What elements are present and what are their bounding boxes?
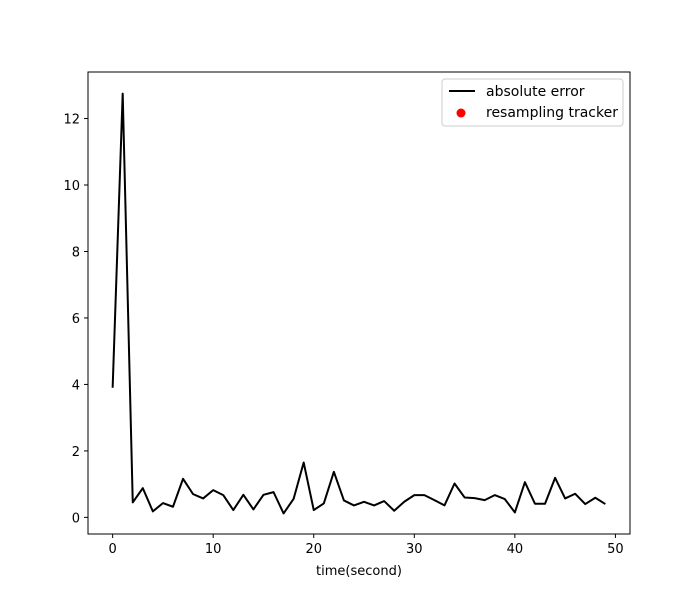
y-tick-label: 12 [63,113,80,128]
series-line-absolute-error [111,92,606,515]
legend-frame [441,78,624,127]
x-tick-label: 20 [305,542,322,557]
y-tick-label: 10 [63,179,80,194]
x-axis-label: time(second) [316,564,402,579]
y-tick-label: 0 [72,511,80,526]
plot-frame [87,71,631,535]
plot-area [111,92,606,515]
x-tick-label: 30 [406,542,423,557]
y-tick-label: 4 [72,378,80,393]
legend-scatter-marker [456,108,466,118]
x-tick-label: 0 [108,542,116,557]
legend-label-absolute-error: absolute error [486,84,585,100]
legend: absolute error resampling tracker [441,78,624,127]
legend-label-resampling-tracker: resampling tracker [486,105,618,121]
x-tick-label: 10 [205,542,222,557]
x-tick-label: 40 [507,542,524,557]
y-tick-label: 2 [72,445,80,460]
axis-ticks: 0 10 20 30 40 50 0 2 4 6 8 10 12 [63,113,623,557]
y-tick-label: 8 [72,245,80,260]
y-tick-label: 6 [72,312,80,327]
x-tick-label: 50 [607,542,624,557]
